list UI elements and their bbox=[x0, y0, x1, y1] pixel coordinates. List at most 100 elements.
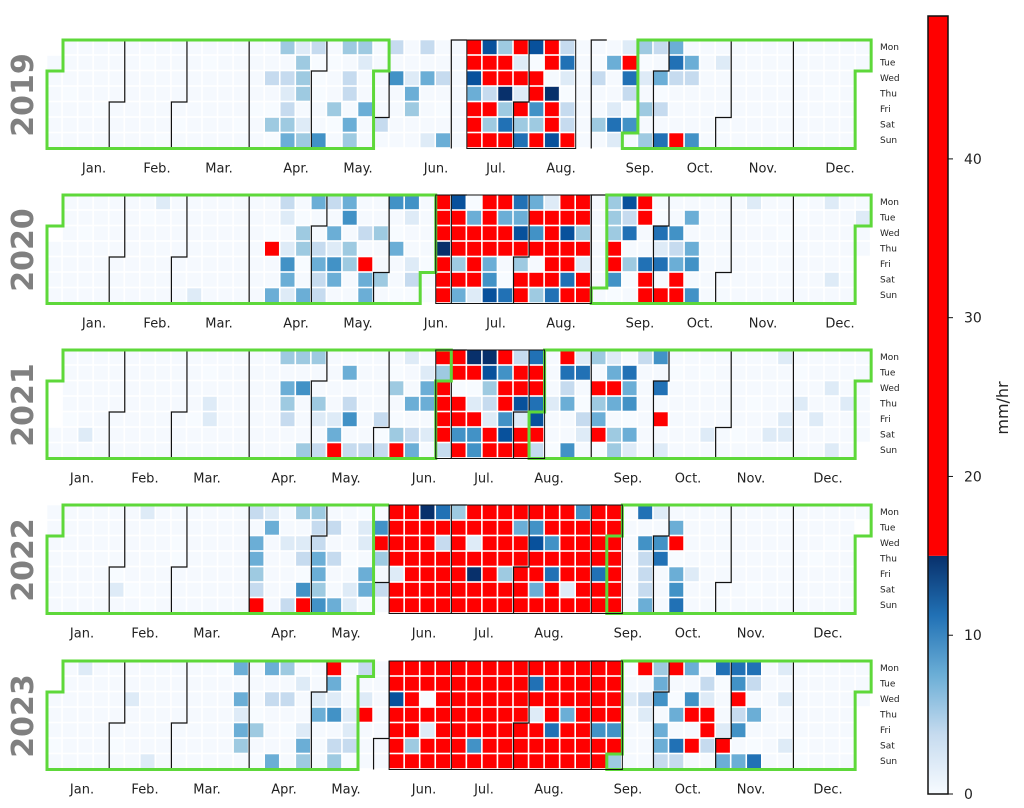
day-cell bbox=[62, 411, 78, 427]
day-cell bbox=[622, 551, 638, 567]
day-cell bbox=[279, 55, 296, 71]
day-label: Sat bbox=[880, 121, 895, 131]
day-cell bbox=[279, 753, 296, 769]
day-cell bbox=[528, 241, 544, 257]
day-cell bbox=[326, 194, 342, 210]
day-cell bbox=[357, 442, 373, 458]
day-cell bbox=[482, 722, 498, 738]
day-cell bbox=[777, 272, 793, 288]
day-cell bbox=[622, 582, 638, 598]
day-cell bbox=[233, 582, 249, 598]
month-label: Jul. bbox=[485, 162, 506, 177]
month-label: Dec. bbox=[825, 317, 854, 332]
day-cell bbox=[450, 411, 467, 427]
day-cell bbox=[528, 55, 544, 71]
day-cell bbox=[544, 225, 560, 241]
day-cell bbox=[559, 39, 576, 55]
day-cell bbox=[715, 132, 731, 148]
day-cell bbox=[435, 442, 451, 458]
day-cell bbox=[93, 241, 109, 257]
day-cell bbox=[140, 210, 156, 226]
day-cell bbox=[715, 194, 731, 210]
day-cell bbox=[279, 722, 296, 738]
day-cell bbox=[808, 411, 824, 427]
day-cell bbox=[622, 676, 638, 692]
day-cell bbox=[793, 427, 809, 443]
day-cell bbox=[715, 70, 731, 86]
day-cell bbox=[824, 225, 840, 241]
day-cell bbox=[419, 55, 436, 71]
day-cell bbox=[450, 256, 467, 272]
day-cell bbox=[606, 753, 622, 769]
day-cell bbox=[326, 287, 342, 303]
day-cell bbox=[342, 256, 358, 272]
day-cell bbox=[93, 272, 109, 288]
day-cell bbox=[217, 504, 233, 520]
day-cell bbox=[497, 442, 513, 458]
day-cell bbox=[233, 597, 249, 613]
day-cell bbox=[326, 427, 342, 443]
day-cell bbox=[715, 365, 731, 381]
day-cell bbox=[808, 442, 824, 458]
day-cell bbox=[544, 380, 560, 396]
day-cell bbox=[140, 738, 156, 754]
day-cell bbox=[171, 272, 187, 288]
day-cell bbox=[637, 504, 653, 520]
day-cell bbox=[62, 738, 78, 754]
day-cell bbox=[746, 427, 762, 443]
colorbar-tick-label: 0 bbox=[964, 787, 973, 803]
day-cell bbox=[497, 272, 513, 288]
day-cell bbox=[528, 738, 544, 754]
day-cell bbox=[311, 411, 327, 427]
day-cell bbox=[217, 691, 233, 707]
day-cell bbox=[777, 691, 793, 707]
day-label: Sun bbox=[880, 291, 897, 301]
day-cell bbox=[326, 39, 342, 55]
day-cell bbox=[186, 70, 202, 86]
day-cell bbox=[171, 55, 187, 71]
day-cell bbox=[46, 70, 62, 86]
day-cell bbox=[637, 272, 653, 288]
day-cell bbox=[140, 427, 156, 443]
day-cell bbox=[140, 70, 156, 86]
day-cell bbox=[186, 101, 202, 117]
day-cell bbox=[388, 86, 404, 102]
month-label: Jun. bbox=[423, 317, 448, 332]
day-cell bbox=[824, 287, 840, 303]
day-cell bbox=[808, 535, 824, 551]
day-cell bbox=[404, 691, 420, 707]
day-cell bbox=[357, 39, 373, 55]
day-cell bbox=[730, 738, 747, 754]
colorbar-tick-label: 30 bbox=[964, 311, 982, 327]
day-cell bbox=[311, 117, 327, 133]
day-cell bbox=[342, 70, 358, 86]
day-cell bbox=[699, 225, 715, 241]
day-cell bbox=[186, 225, 202, 241]
day-cell bbox=[746, 597, 762, 613]
day-label: Mon bbox=[880, 508, 899, 518]
day-cell bbox=[637, 210, 653, 226]
day-cell bbox=[248, 442, 264, 458]
day-cell bbox=[482, 411, 498, 427]
day-cell bbox=[217, 272, 233, 288]
day-cell bbox=[637, 365, 653, 381]
day-cell bbox=[637, 676, 653, 692]
day-cell bbox=[777, 660, 793, 676]
day-cell bbox=[93, 566, 109, 582]
day-cell bbox=[559, 86, 576, 102]
day-cell bbox=[777, 753, 793, 769]
day-cell bbox=[373, 566, 389, 582]
day-cell bbox=[559, 365, 576, 381]
day-cell bbox=[279, 582, 296, 598]
day-cell bbox=[108, 660, 125, 676]
day-cell bbox=[202, 55, 218, 71]
day-cell bbox=[622, 535, 638, 551]
day-cell bbox=[653, 582, 669, 598]
day-cell bbox=[46, 520, 62, 536]
day-cell bbox=[419, 676, 436, 692]
day-cell bbox=[373, 676, 389, 692]
day-cell bbox=[233, 256, 249, 272]
day-cell bbox=[746, 55, 762, 71]
month-label: Feb. bbox=[131, 627, 158, 642]
day-cell bbox=[637, 722, 653, 738]
